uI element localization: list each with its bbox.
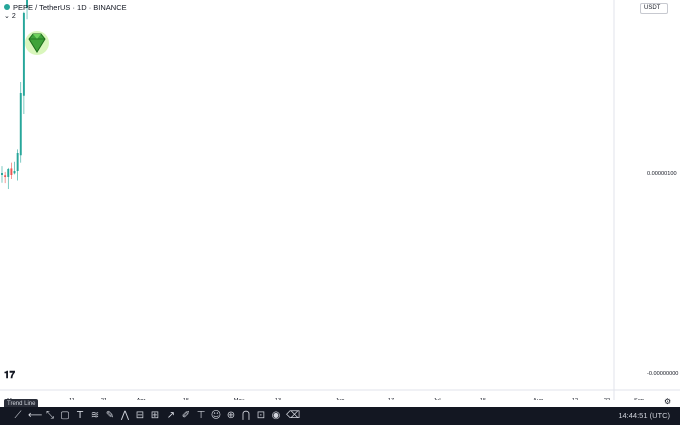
text-icon[interactable]: T [76, 410, 84, 421]
chevron-down-icon: ⌄ [4, 13, 10, 20]
y-tick-label: 0.00000100 [647, 171, 677, 177]
magnet-icon[interactable]: ⋂ [241, 410, 251, 421]
zoom-icon[interactable]: ⊕ [226, 410, 236, 421]
eye-icon[interactable]: ◉ [271, 410, 281, 421]
trend-line-icon[interactable]: ⟋ [14, 410, 22, 421]
x-tick-label: Jul [433, 398, 440, 400]
utc-clock[interactable]: 14:44:51 (UTC) [618, 411, 670, 420]
candle-body [1, 173, 3, 175]
x-tick-label: May [234, 398, 245, 400]
position-icon[interactable]: ⊟ [135, 410, 145, 421]
x-tick-label: 21 [101, 398, 107, 400]
market-status-icon [4, 4, 10, 10]
x-tick-label: 12 [572, 398, 578, 400]
fib-icon[interactable]: ≋ [90, 410, 100, 421]
x-tick-label: 22 [604, 398, 610, 400]
symbol-title: PEPE / TetherUS · 1D · BINANCE [13, 2, 127, 12]
tool-tooltip: Trend Line [4, 399, 39, 409]
emoji-icon[interactable]: ☺ [210, 410, 222, 421]
x-tick-label: Sep [634, 398, 644, 400]
drawing-toolbar: ⟋ ⟵ ⤡ ▢ T ≋ ✎ ⋀ ⊟ ⊞ ↗ ✐ ⊤ ☺ ⊕ ⋂ ⊡ ◉ ⌫ 14… [0, 407, 680, 425]
rectangle-icon[interactable]: ▢ [60, 410, 70, 421]
x-tick-label: 17 [388, 398, 394, 400]
x-tick-label: 13 [275, 398, 281, 400]
x-tick-label: Aug [533, 398, 543, 400]
price-chart[interactable]: 0.000017000.000016000.000015000.00001400… [0, 0, 680, 400]
brush-icon[interactable]: ✎ [105, 410, 115, 421]
x-tick-label: 15 [183, 398, 189, 400]
candle-body [22, 13, 25, 96]
candle-body [13, 171, 16, 174]
trash-icon[interactable]: ⌫ [286, 410, 301, 421]
pen-icon[interactable]: ✐ [181, 410, 191, 421]
lock-icon[interactable]: ⊡ [256, 410, 266, 421]
label-icon[interactable]: ⊤ [196, 410, 206, 421]
candle-body [16, 153, 19, 172]
x-tick-label: 15 [480, 398, 486, 400]
candle-body [10, 168, 13, 175]
tradingview-logo-icon[interactable]: 𝟏𝟕 [4, 370, 16, 381]
symbol-header[interactable]: PEPE / TetherUS · 1D · BINANCE [4, 2, 127, 12]
x-tick-label: Apr [137, 398, 146, 400]
collapse-legend-button[interactable]: ⌄ 2 [4, 12, 16, 21]
currency-selector[interactable]: USDT [640, 3, 668, 14]
arrow-icon[interactable]: ↗ [166, 410, 176, 421]
legend-count: 2 [11, 12, 16, 20]
pepe-diamond-logo-icon [25, 31, 49, 55]
path-icon[interactable]: ⤡ [46, 410, 54, 421]
y-tick-label: -0.00000000 [647, 371, 678, 377]
x-tick-label: 11 [69, 398, 75, 400]
chart-settings-icon[interactable]: ⚙ [664, 397, 672, 406]
measure-icon[interactable]: ⊞ [150, 410, 160, 421]
x-tick-label: Jun [335, 398, 344, 400]
candle-body [26, 0, 28, 8]
candle-body [4, 175, 7, 177]
candle-body [19, 93, 22, 156]
horizontal-line-icon[interactable]: ⟵ [28, 410, 43, 421]
pattern-icon[interactable]: ⋀ [120, 410, 130, 421]
candle-body [7, 169, 10, 177]
